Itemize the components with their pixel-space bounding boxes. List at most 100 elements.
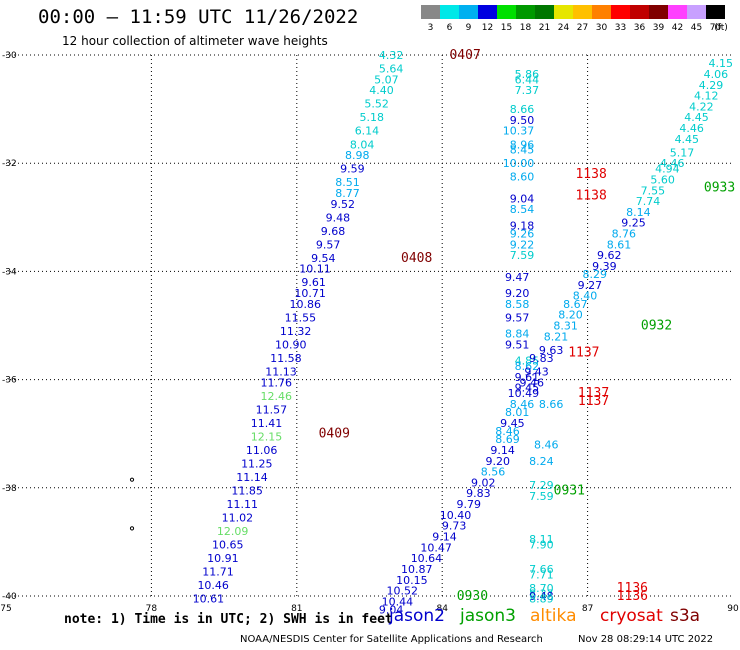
data-point: 9.46 (519, 376, 544, 389)
data-point: 12.09 (217, 525, 249, 538)
data-point: 9.68 (321, 225, 346, 238)
data-point: 5.52 (364, 98, 389, 111)
data-point: 5.64 (379, 63, 404, 76)
x-tick-label: 87 (582, 604, 593, 614)
data-point: 9.57 (505, 311, 530, 324)
data-point: 10.46 (197, 579, 229, 592)
data-point: 8.29 (582, 268, 607, 281)
data-point: 5.60 (650, 173, 675, 186)
data-point: 9.26 (510, 228, 535, 241)
point-marker (129, 477, 135, 482)
data-point: 9.52 (330, 198, 355, 211)
data-point: 9.39 (592, 260, 617, 273)
data-point: 9.48 (529, 590, 554, 603)
data-point: 9.73 (442, 520, 467, 533)
data-point: 10.47 (420, 541, 452, 554)
data-point: 8.21 (544, 330, 569, 343)
legend-label: 24 (558, 23, 570, 33)
data-point: 9.04 (379, 604, 404, 617)
footer-credit: NOAA/NESDIS Center for Satellite Applica… (240, 634, 543, 645)
data-point: 12.15 (251, 430, 283, 443)
data-point: 11.57 (256, 403, 288, 416)
legend-s3a: s3a (670, 606, 701, 626)
x-tick-label: 81 (291, 604, 302, 614)
legend-swatch (421, 5, 440, 19)
legend-swatch (592, 5, 611, 19)
data-point: 8.31 (553, 320, 578, 333)
data-point: 8.11 (529, 533, 554, 546)
data-point: 11.06 (246, 444, 278, 457)
data-point: 10.52 (386, 585, 418, 598)
data-point: 4.40 (369, 84, 394, 97)
data-point: 4.32 (379, 49, 404, 62)
legend-label: 45 (691, 23, 702, 33)
data-point: 8.24 (529, 455, 554, 468)
data-point: 8.66 (539, 398, 564, 411)
color-legend: 3 6 9 12 15 18 21 24 27 30 33 36 39 42 45 70(ft) (421, 5, 728, 33)
data-point: 8.96 (510, 138, 535, 151)
data-point: 8.58 (505, 298, 530, 311)
data-point: 8.69 (495, 433, 520, 446)
data-point: 4.85 (515, 355, 540, 368)
data-point: 8.46 (534, 439, 559, 452)
data-point: 9.79 (456, 498, 481, 511)
pass-time-label: 0407 (449, 48, 480, 63)
data-point: 4.94 (655, 163, 680, 176)
legend-label: 39 (653, 23, 665, 33)
data-point: 7.59 (529, 490, 554, 503)
legend-swatch (573, 5, 592, 19)
pass-time-label: 0932 (641, 319, 672, 334)
legend-label: 30 (596, 23, 608, 33)
data-point: 9.61 (515, 371, 540, 384)
pass-time-label: 1138 (575, 167, 606, 182)
legend-label: 21 (539, 23, 550, 33)
legend-swatch (497, 5, 516, 19)
data-point: 11.11 (227, 498, 259, 511)
data-point: 8.45 (510, 144, 535, 157)
data-point: 4.45 (684, 111, 709, 124)
pass-time-label: 0931 (554, 484, 585, 499)
data-point: 8.37 (529, 587, 554, 600)
y-tick-label: -32 (2, 159, 17, 169)
legend-swatch (535, 5, 554, 19)
legend-swatch (459, 5, 478, 19)
data-point: 9.43 (524, 365, 549, 378)
data-point: 9.83 (466, 487, 491, 500)
data-point: 9.18 (510, 219, 535, 232)
data-point: 8.14 (626, 206, 651, 219)
data-point: 9.25 (621, 217, 646, 230)
data-point: 10.44 (382, 595, 414, 608)
legend-swatch (649, 5, 668, 19)
data-point: 4.22 (689, 100, 714, 113)
data-point: 7.55 (641, 184, 666, 197)
y-tick-label: -34 (2, 267, 17, 277)
x-tick-label: 90 (727, 604, 739, 614)
data-point: 4.29 (699, 79, 724, 92)
data-point: 9.51 (505, 338, 530, 351)
data-point: 9.45 (515, 382, 540, 395)
data-point: 5.86 (515, 68, 540, 81)
legend-label: 12 (482, 23, 493, 33)
data-point: 4.46 (660, 157, 685, 170)
data-point: 6.44 (515, 73, 540, 86)
data-point: 8.01 (505, 406, 530, 419)
data-point: 11.02 (222, 512, 254, 525)
legend-label: 70 (710, 23, 722, 33)
data-point: 9.04 (510, 192, 535, 205)
data-point: 10.49 (508, 387, 540, 400)
data-point: 9.50 (510, 114, 535, 127)
data-point: 8.98 (345, 149, 370, 162)
pass-time-label: 0408 (401, 251, 432, 266)
data-point: 8.77 (335, 187, 360, 200)
data-point: 8.70 (529, 582, 554, 595)
data-point: 9.57 (316, 238, 341, 251)
x-tick-label: 78 (146, 604, 158, 614)
y-tick-label: -36 (2, 376, 17, 386)
chart-subtitle: 12 hour collection of altimeter wave hei… (62, 34, 328, 48)
pass-time-label: 1136 (617, 589, 648, 604)
x-tick-label: 84 (436, 604, 448, 614)
data-point: 4.06 (704, 68, 729, 81)
data-point: 11.76 (260, 376, 292, 389)
data-point: 10.65 (212, 539, 244, 552)
legend-swatch (440, 5, 459, 19)
